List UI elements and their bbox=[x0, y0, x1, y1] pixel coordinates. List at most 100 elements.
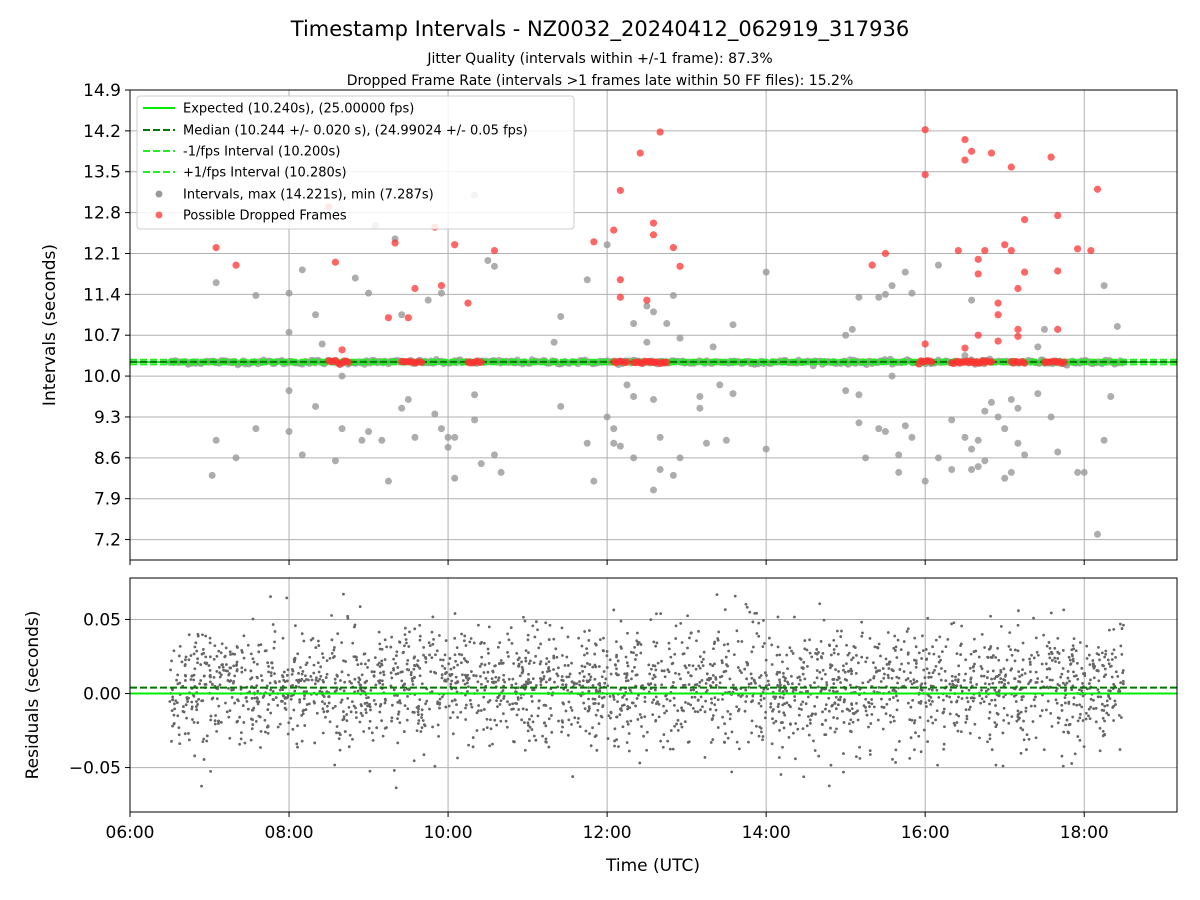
residual-point bbox=[318, 689, 322, 693]
interval-outlier-point bbox=[1001, 425, 1009, 433]
residual-point bbox=[689, 631, 693, 635]
residual-point bbox=[480, 682, 483, 686]
residual-point bbox=[344, 660, 348, 663]
residual-point bbox=[814, 712, 817, 716]
interval-outlier-point bbox=[451, 474, 459, 482]
dropped-frame-point bbox=[451, 241, 459, 249]
residual-point bbox=[487, 661, 491, 665]
residual-point bbox=[581, 669, 585, 673]
residual-point bbox=[532, 661, 536, 665]
residual-point bbox=[545, 657, 549, 660]
residual-point bbox=[950, 622, 953, 626]
residual-point bbox=[615, 653, 619, 657]
residual-point bbox=[868, 753, 872, 756]
residual-point bbox=[870, 712, 874, 716]
residual-point bbox=[293, 658, 297, 662]
residual-point bbox=[983, 682, 987, 686]
residual-point bbox=[196, 661, 199, 665]
residual-point bbox=[717, 686, 721, 689]
residual-point bbox=[198, 682, 202, 686]
residual-point bbox=[221, 665, 225, 669]
residual-point bbox=[1022, 719, 1025, 723]
residual-point bbox=[456, 756, 459, 760]
residual-point bbox=[841, 664, 845, 668]
residual-point bbox=[519, 696, 523, 700]
interval-outlier-point bbox=[1113, 322, 1121, 330]
residual-point bbox=[456, 680, 460, 684]
residual-point bbox=[372, 674, 376, 678]
residual-point bbox=[273, 672, 276, 676]
residual-point bbox=[761, 619, 765, 622]
residual-point bbox=[367, 726, 371, 730]
residual-point bbox=[276, 703, 280, 707]
interval-outlier-point bbox=[961, 352, 969, 360]
residual-point bbox=[1094, 706, 1098, 710]
residual-point bbox=[830, 664, 834, 667]
residual-point bbox=[416, 659, 420, 662]
residual-point bbox=[587, 672, 591, 676]
residual-point bbox=[341, 710, 345, 713]
residual-point bbox=[801, 727, 805, 731]
residual-point bbox=[563, 664, 567, 667]
residual-point bbox=[643, 715, 647, 719]
residual-point bbox=[171, 724, 174, 728]
residual-point bbox=[537, 699, 541, 703]
residual-point bbox=[888, 660, 892, 664]
intervals-ytick-label-6: 11.4 bbox=[83, 285, 121, 305]
residual-point bbox=[309, 674, 313, 678]
residual-point bbox=[520, 665, 524, 669]
residual-point bbox=[635, 631, 639, 635]
residual-point bbox=[1102, 675, 1106, 678]
residual-point bbox=[295, 678, 299, 682]
residual-point bbox=[613, 744, 616, 748]
residual-point bbox=[196, 634, 200, 638]
dropped-frame-point bbox=[974, 331, 982, 339]
residual-point bbox=[778, 678, 781, 682]
residual-point bbox=[472, 674, 476, 677]
residual-point bbox=[808, 684, 812, 687]
residual-point bbox=[1070, 762, 1074, 765]
residual-point bbox=[929, 715, 933, 719]
residual-point bbox=[1110, 658, 1114, 661]
residual-point bbox=[1025, 733, 1029, 737]
residual-point bbox=[827, 784, 831, 788]
interval-outlier-point bbox=[729, 390, 737, 398]
residual-point bbox=[520, 718, 524, 722]
residual-point bbox=[297, 680, 301, 684]
residual-point bbox=[679, 621, 683, 625]
residual-point bbox=[689, 703, 693, 707]
residual-point bbox=[393, 694, 396, 697]
residual-point bbox=[824, 703, 828, 707]
residual-point bbox=[544, 740, 548, 744]
residual-point bbox=[1045, 676, 1049, 679]
residual-point bbox=[867, 725, 870, 729]
residual-point bbox=[389, 645, 393, 649]
residual-point bbox=[681, 652, 685, 656]
residual-point bbox=[891, 696, 895, 699]
residual-point bbox=[218, 665, 221, 669]
residual-point bbox=[667, 647, 671, 651]
residual-point bbox=[766, 687, 770, 691]
residual-point bbox=[845, 707, 849, 711]
residual-point bbox=[724, 732, 727, 736]
residual-point bbox=[1047, 641, 1051, 644]
residual-point bbox=[480, 662, 484, 666]
residual-point bbox=[1103, 667, 1107, 671]
residual-point bbox=[406, 658, 410, 662]
residual-point bbox=[668, 699, 672, 703]
residual-point bbox=[850, 703, 854, 707]
residual-point bbox=[822, 618, 826, 622]
residual-point bbox=[548, 623, 552, 627]
residual-point bbox=[702, 650, 706, 654]
residual-point bbox=[1000, 680, 1004, 684]
residual-point bbox=[805, 724, 809, 728]
residual-point bbox=[560, 626, 564, 630]
residual-point bbox=[948, 712, 952, 716]
residual-point bbox=[321, 731, 325, 735]
dropped-frame-point bbox=[656, 128, 664, 136]
residual-point bbox=[779, 683, 782, 687]
residual-point bbox=[482, 695, 486, 699]
residual-point bbox=[971, 699, 975, 703]
residual-point bbox=[969, 676, 973, 680]
residual-point bbox=[585, 680, 589, 684]
